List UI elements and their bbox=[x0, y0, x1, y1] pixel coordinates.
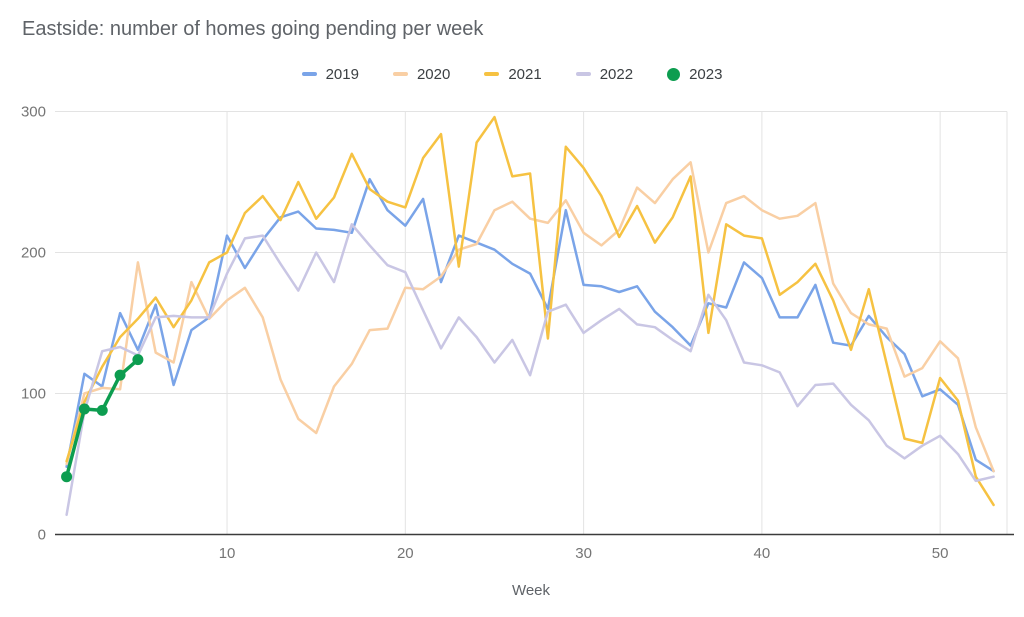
series-2020-line bbox=[65, 161, 995, 473]
chart-title: Eastside: number of homes going pending … bbox=[22, 18, 484, 40]
y-axis-tick-labels: 0 100 200 300 bbox=[21, 104, 46, 544]
legend-swatch-2019-icon bbox=[301, 72, 317, 76]
chart-legend: 2019 2020 2021 2022 2023 bbox=[0, 61, 1024, 87]
legend-label-2023: 2023 bbox=[689, 65, 723, 83]
legend-label-2021: 2021 bbox=[508, 65, 542, 83]
legend-label-2022: 2022 bbox=[599, 65, 634, 83]
svg-text:200: 200 bbox=[21, 245, 46, 262]
gridlines bbox=[55, 111, 1008, 535]
legend-swatch-2023-icon bbox=[667, 67, 681, 81]
legend-item-2023[interactable]: 2023 bbox=[667, 66, 722, 83]
svg-text:10: 10 bbox=[219, 545, 236, 562]
series-2021-line bbox=[65, 115, 995, 507]
legend-swatch-2020-icon bbox=[392, 72, 408, 76]
svg-text:50: 50 bbox=[932, 545, 949, 562]
series-2019-line bbox=[65, 177, 995, 473]
legend-item-2020[interactable]: 2020 bbox=[392, 65, 451, 83]
x-axis-label: Week bbox=[511, 582, 551, 599]
series-2022-line bbox=[65, 223, 995, 517]
legend-swatch-2022-icon bbox=[575, 72, 591, 76]
x-axis-tick-labels: 10 20 30 40 50 bbox=[219, 545, 949, 562]
series-2023-points bbox=[61, 354, 144, 483]
legend-label-2019: 2019 bbox=[325, 65, 359, 83]
svg-text:0: 0 bbox=[38, 527, 46, 544]
svg-text:300: 300 bbox=[21, 104, 46, 121]
legend-item-2022[interactable]: 2022 bbox=[575, 65, 634, 83]
svg-text:100: 100 bbox=[21, 386, 46, 403]
svg-text:40: 40 bbox=[754, 545, 771, 562]
svg-text:20: 20 bbox=[397, 545, 414, 562]
svg-text:30: 30 bbox=[575, 545, 592, 562]
legend-swatch-2021-icon bbox=[484, 72, 500, 76]
legend-label-2020: 2020 bbox=[416, 65, 451, 83]
legend-item-2021[interactable]: 2021 bbox=[484, 65, 542, 83]
legend-item-2019[interactable]: 2019 bbox=[301, 65, 359, 83]
